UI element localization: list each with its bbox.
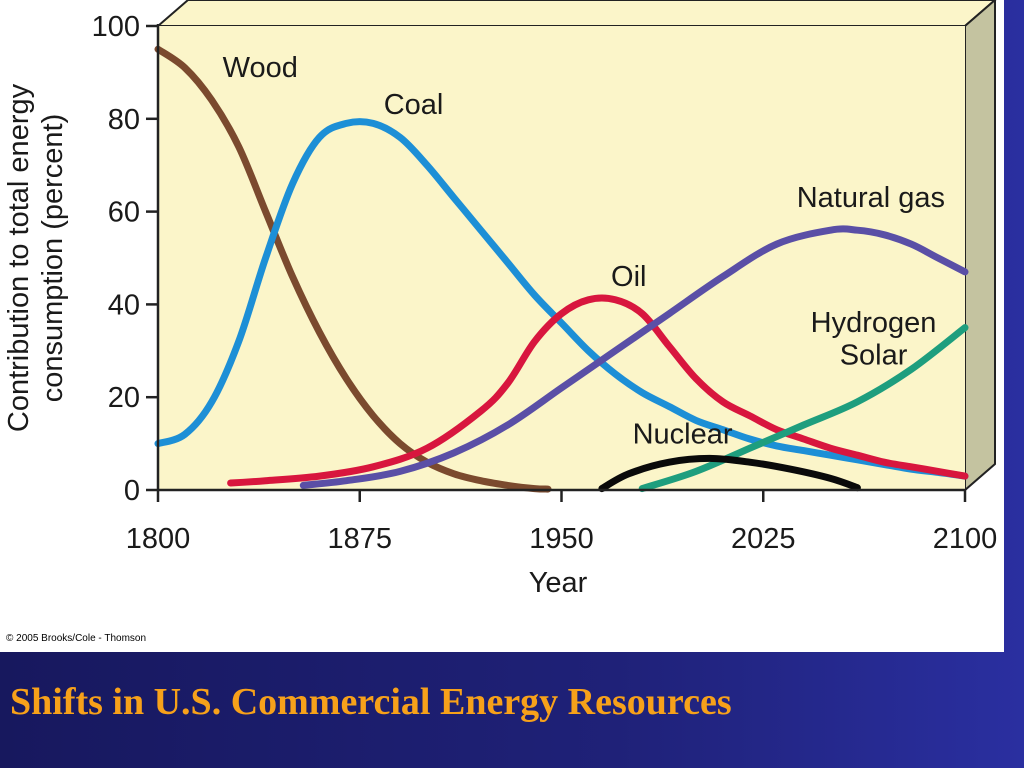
y-tick-label: 0 xyxy=(124,475,140,507)
series-line-natural-gas xyxy=(299,225,969,489)
y-tick-label: 60 xyxy=(108,197,140,229)
y-axis-title-line1: Contribution to total energy xyxy=(3,83,35,432)
series-line-nuclear xyxy=(598,454,861,493)
slide-panel: 0 20 40 60 80 100 1800 1875 1950 2025 2100 Wood Coa… xyxy=(0,0,1004,652)
y-axis-title-line2: consumption (percent) xyxy=(37,114,69,403)
series-label-oil: Oil xyxy=(611,261,646,293)
series-label-nuclear: Nuclear xyxy=(633,419,733,451)
x-tick-label: 2025 xyxy=(731,523,796,555)
y-tick-label: 100 xyxy=(92,11,140,43)
series-label-hydrogen: Hydrogen xyxy=(811,307,937,339)
copyright-notice: © 2005 Brooks/Cole - Thomson xyxy=(6,633,147,644)
plot-side-face xyxy=(964,0,996,493)
plot-area xyxy=(158,26,965,490)
y-tick-label: 40 xyxy=(108,289,140,321)
series-layer xyxy=(154,45,969,493)
x-tick-label: 1950 xyxy=(529,523,594,555)
plot-top-face xyxy=(155,0,997,27)
series-label-wood: Wood xyxy=(223,52,298,84)
x-tick-label: 1800 xyxy=(126,523,191,555)
series-label-natural-gas: Natural gas xyxy=(797,182,945,214)
slide-title: Shifts in U.S. Commercial Energy Resourc… xyxy=(10,681,732,723)
series-label-coal: Coal xyxy=(384,89,444,121)
ticks-layer: 0 20 40 60 80 100 1800 1875 1950 2025 2100 xyxy=(92,11,998,555)
x-tick-label: 2100 xyxy=(933,523,998,555)
series-line-hydrogen-solar xyxy=(638,324,969,493)
series-label-solar: Solar xyxy=(840,340,908,372)
energy-chart: 0 20 40 60 80 100 1800 1875 1950 2025 2100 Wood Coa… xyxy=(3,0,998,599)
y-tick-label: 80 xyxy=(108,104,140,136)
series-line-wood xyxy=(154,45,552,493)
x-tick-label: 1875 xyxy=(327,523,392,555)
x-axis-title: Year xyxy=(529,567,588,599)
y-tick-label: 20 xyxy=(108,382,140,414)
